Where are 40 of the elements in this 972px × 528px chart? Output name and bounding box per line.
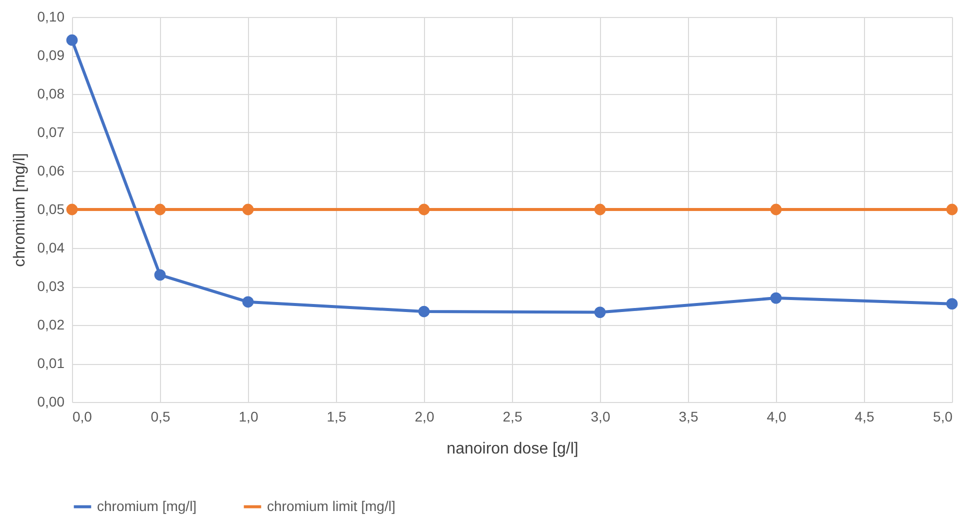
point bbox=[242, 204, 254, 216]
legend-label: chromium limit [mg/l] bbox=[267, 498, 396, 514]
point bbox=[594, 306, 606, 318]
y-axis-title: chromium [mg/l] bbox=[11, 153, 28, 267]
point bbox=[154, 269, 166, 281]
y-tick-label: 0,04 bbox=[37, 240, 65, 256]
x-axis-title: nanoiron dose [g/l] bbox=[446, 440, 578, 458]
point bbox=[770, 204, 782, 216]
point bbox=[66, 204, 78, 216]
x-tick-label: 4,0 bbox=[766, 408, 786, 424]
x-tick-label: 1,0 bbox=[238, 408, 258, 424]
x-tick-label: 0,0 bbox=[72, 408, 92, 424]
x-tick-label: 2,0 bbox=[414, 408, 434, 424]
point bbox=[770, 292, 782, 304]
point bbox=[154, 204, 166, 216]
y-tick-label: 0,03 bbox=[37, 278, 65, 294]
y-tick-label: 0,05 bbox=[37, 201, 65, 217]
y-tick-label: 0,07 bbox=[37, 124, 65, 140]
y-tick-label: 0,10 bbox=[37, 8, 65, 24]
point bbox=[242, 296, 254, 308]
x-tick-label: 2,5 bbox=[502, 408, 522, 424]
y-tick-label: 0,00 bbox=[37, 394, 65, 410]
y-tick-label: 0,06 bbox=[37, 162, 65, 178]
point bbox=[418, 306, 430, 318]
x-tick-label: 5,0 bbox=[933, 408, 953, 424]
x-tick-label: 0,5 bbox=[150, 408, 170, 424]
x-tick-label: 1,5 bbox=[326, 408, 346, 424]
point bbox=[594, 204, 606, 216]
x-tick-label: 3,0 bbox=[590, 408, 610, 424]
point bbox=[66, 34, 78, 46]
x-tick-label: 4,5 bbox=[854, 408, 874, 424]
point bbox=[418, 204, 430, 216]
point bbox=[946, 204, 958, 216]
y-tick-label: 0,02 bbox=[37, 316, 65, 332]
y-tick-label: 0,09 bbox=[37, 47, 65, 63]
point bbox=[946, 298, 958, 310]
legend-label: chromium [mg/l] bbox=[97, 498, 197, 514]
y-tick-label: 0,01 bbox=[37, 355, 65, 371]
y-tick-label: 0,08 bbox=[37, 86, 65, 102]
x-tick-label: 3,5 bbox=[678, 408, 698, 424]
